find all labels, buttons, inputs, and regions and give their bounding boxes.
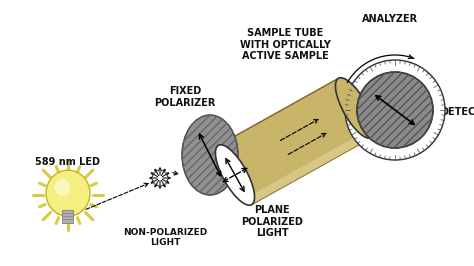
Text: SAMPLE TUBE
WITH OPTICALLY
ACTIVE SAMPLE: SAMPLE TUBE WITH OPTICALLY ACTIVE SAMPLE xyxy=(239,28,330,61)
Polygon shape xyxy=(247,130,372,205)
Ellipse shape xyxy=(357,72,433,148)
Ellipse shape xyxy=(216,145,255,205)
Circle shape xyxy=(345,60,445,160)
Text: DETECTOR: DETECTOR xyxy=(440,107,474,117)
Text: NON-POLARIZED
LIGHT: NON-POLARIZED LIGHT xyxy=(123,228,207,247)
Text: PLANE
POLARIZED
LIGHT: PLANE POLARIZED LIGHT xyxy=(241,205,303,238)
Text: 589 nm LED: 589 nm LED xyxy=(36,157,100,167)
Ellipse shape xyxy=(55,178,70,196)
Bar xyxy=(63,210,73,222)
Ellipse shape xyxy=(182,115,238,195)
Polygon shape xyxy=(219,78,372,205)
Ellipse shape xyxy=(46,170,90,216)
Text: FIXED
POLARIZER: FIXED POLARIZER xyxy=(155,86,216,108)
Text: ANALYZER: ANALYZER xyxy=(362,14,418,24)
Ellipse shape xyxy=(336,78,374,138)
